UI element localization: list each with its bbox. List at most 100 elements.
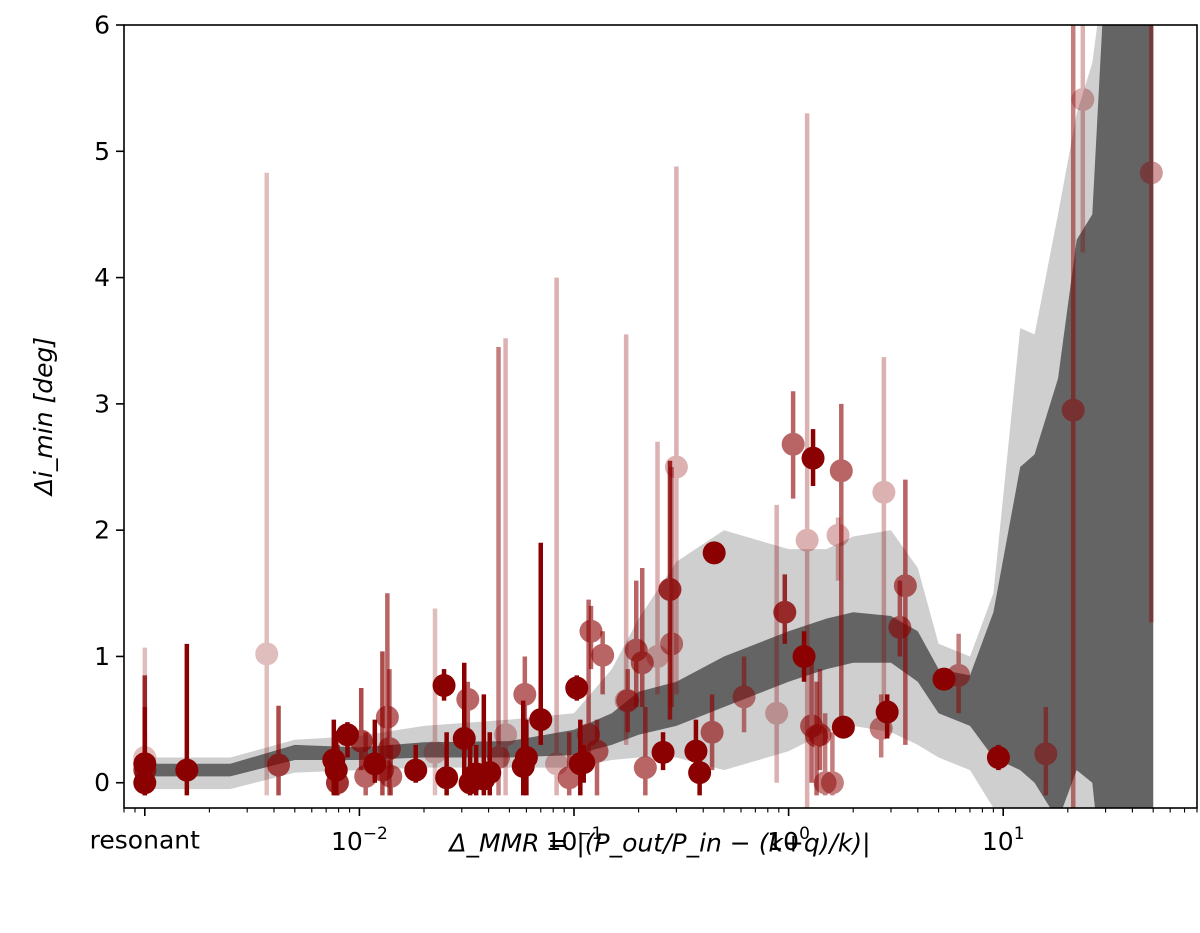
point-marker bbox=[888, 615, 912, 639]
data-point bbox=[700, 694, 724, 771]
data-point bbox=[801, 429, 825, 486]
point-marker bbox=[175, 758, 199, 782]
data-point bbox=[688, 757, 712, 796]
point-marker bbox=[325, 771, 349, 795]
point-marker bbox=[765, 701, 789, 725]
point-marker bbox=[616, 689, 640, 713]
x-axis-label: Δ_MMR = |(P_out/P_in − (k+q)/k)| bbox=[447, 828, 870, 857]
point-marker bbox=[732, 685, 756, 709]
inner-band bbox=[135, 25, 1154, 808]
x-tick-label-resonant: resonant bbox=[90, 826, 200, 855]
data-point bbox=[565, 675, 589, 701]
point-marker bbox=[660, 632, 684, 656]
point-marker bbox=[773, 600, 797, 624]
y-tick-label: 0 bbox=[94, 768, 110, 797]
x-axis-ticks: resonant 10−2 10−1 100 101 bbox=[90, 808, 1198, 856]
data-point bbox=[494, 338, 518, 796]
y-tick-label: 6 bbox=[94, 11, 110, 40]
point-marker bbox=[781, 432, 805, 456]
data-point bbox=[514, 719, 538, 796]
point-marker bbox=[267, 753, 291, 777]
point-marker bbox=[831, 715, 855, 739]
data-point bbox=[893, 479, 917, 745]
point-marker bbox=[795, 528, 819, 552]
point-marker bbox=[826, 523, 850, 547]
data-point bbox=[872, 357, 896, 707]
point-marker bbox=[435, 766, 459, 790]
data-point bbox=[781, 391, 805, 499]
data-point bbox=[255, 172, 279, 796]
data-point bbox=[585, 719, 609, 796]
data-point bbox=[633, 706, 657, 796]
point-marker bbox=[456, 687, 480, 711]
data-point bbox=[829, 403, 853, 733]
x-tick-label: 101 bbox=[982, 824, 1025, 856]
data-point bbox=[875, 694, 899, 739]
point-marker bbox=[651, 740, 675, 764]
data-point bbox=[826, 517, 850, 581]
data-point bbox=[325, 744, 349, 796]
point-marker bbox=[404, 758, 428, 782]
x-tick-label: 10−1 bbox=[546, 824, 603, 856]
y-tick-label: 3 bbox=[94, 389, 110, 418]
point-marker bbox=[1034, 742, 1058, 766]
data-point bbox=[591, 631, 615, 695]
data-point bbox=[773, 574, 797, 644]
point-marker bbox=[133, 752, 157, 776]
point-marker bbox=[684, 739, 708, 763]
point-marker bbox=[494, 723, 518, 747]
data-point bbox=[1061, 25, 1085, 808]
y-axis-ticks: 0 1 2 3 4 5 6 bbox=[94, 11, 124, 797]
data-point bbox=[831, 715, 855, 739]
point-marker bbox=[702, 541, 726, 565]
point-marker bbox=[688, 761, 712, 785]
data-point bbox=[732, 656, 756, 733]
point-marker bbox=[829, 459, 853, 483]
data-point bbox=[646, 441, 670, 695]
point-marker bbox=[986, 745, 1010, 769]
x-tick-label: 10−2 bbox=[331, 824, 388, 856]
plot-frame bbox=[123, 24, 1198, 809]
point-marker bbox=[423, 740, 447, 764]
point-marker bbox=[349, 729, 373, 753]
data-point bbox=[379, 744, 403, 796]
point-marker bbox=[591, 643, 615, 667]
point-marker bbox=[487, 745, 511, 769]
point-marker bbox=[579, 619, 603, 643]
point-marker bbox=[585, 739, 609, 763]
point-marker bbox=[432, 673, 456, 697]
point-marker bbox=[1071, 88, 1095, 112]
data-point bbox=[616, 669, 640, 733]
point-marker bbox=[630, 651, 654, 675]
data-point bbox=[432, 669, 456, 701]
x-tick-label: 100 bbox=[767, 824, 810, 856]
y-axis-label: Δi_min [deg] bbox=[29, 337, 58, 497]
data-point bbox=[684, 719, 708, 771]
point-marker bbox=[700, 720, 724, 744]
point-marker bbox=[255, 642, 279, 666]
data-point bbox=[133, 732, 157, 783]
data-point bbox=[404, 744, 428, 783]
point-marker bbox=[664, 455, 688, 479]
data-point bbox=[664, 166, 688, 695]
data-point bbox=[456, 681, 480, 745]
data-point bbox=[529, 542, 553, 745]
point-marker bbox=[947, 663, 971, 687]
point-marker bbox=[1139, 161, 1163, 185]
data-point bbox=[651, 732, 675, 771]
point-marker bbox=[514, 745, 538, 769]
point-marker bbox=[820, 771, 844, 795]
point-marker bbox=[801, 446, 825, 470]
y-tick-label: 4 bbox=[94, 263, 110, 292]
data-point bbox=[435, 732, 459, 796]
data-points bbox=[133, 25, 1163, 808]
data-point bbox=[1034, 706, 1058, 796]
data-point bbox=[765, 504, 789, 783]
point-marker bbox=[633, 756, 657, 780]
data-point bbox=[579, 605, 603, 670]
data-point bbox=[267, 705, 291, 796]
data-point bbox=[1139, 25, 1163, 623]
point-marker bbox=[893, 574, 917, 598]
